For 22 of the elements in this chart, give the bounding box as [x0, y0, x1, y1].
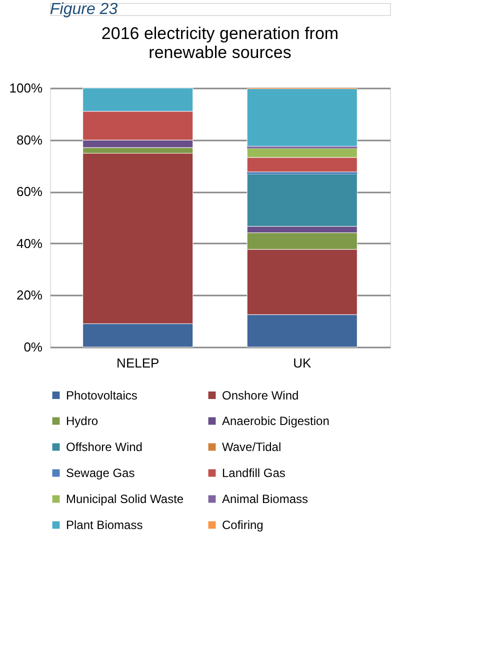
legend-label: Municipal Solid Waste [66, 492, 184, 506]
legend-label: Cofiring [222, 518, 264, 532]
legend-label: Hydro [66, 414, 98, 428]
legend-label: Plant Biomass [66, 518, 143, 532]
y-tick-label: 100% [9, 80, 43, 96]
legend-label: Sewage Gas [66, 466, 135, 480]
x-tick-label: NELEP [116, 356, 160, 370]
y-tick-label: 20% [16, 288, 43, 303]
chart-title: 2016 electricity generation from renewable sources [101, 24, 339, 62]
y-tick-label: 80% [16, 132, 43, 148]
y-tick-label: 0% [24, 340, 43, 354]
legend-label: Offshore Wind [66, 440, 142, 454]
legend-label: Photovoltaics [66, 388, 138, 402]
y-tick-label: 40% [16, 236, 43, 251]
legend-label: Wave/Tidal [222, 440, 282, 454]
caption: Figure 23 [50, 1, 118, 18]
y-tick-label: 60% [16, 184, 43, 200]
legend-label: Anaerobic Digestion [222, 414, 330, 428]
legend-label: Animal Biomass [222, 492, 308, 506]
legend-label: Onshore Wind [222, 388, 299, 402]
x-tick-label: UK [293, 356, 312, 370]
legend-label: Landfill Gas [222, 466, 286, 480]
